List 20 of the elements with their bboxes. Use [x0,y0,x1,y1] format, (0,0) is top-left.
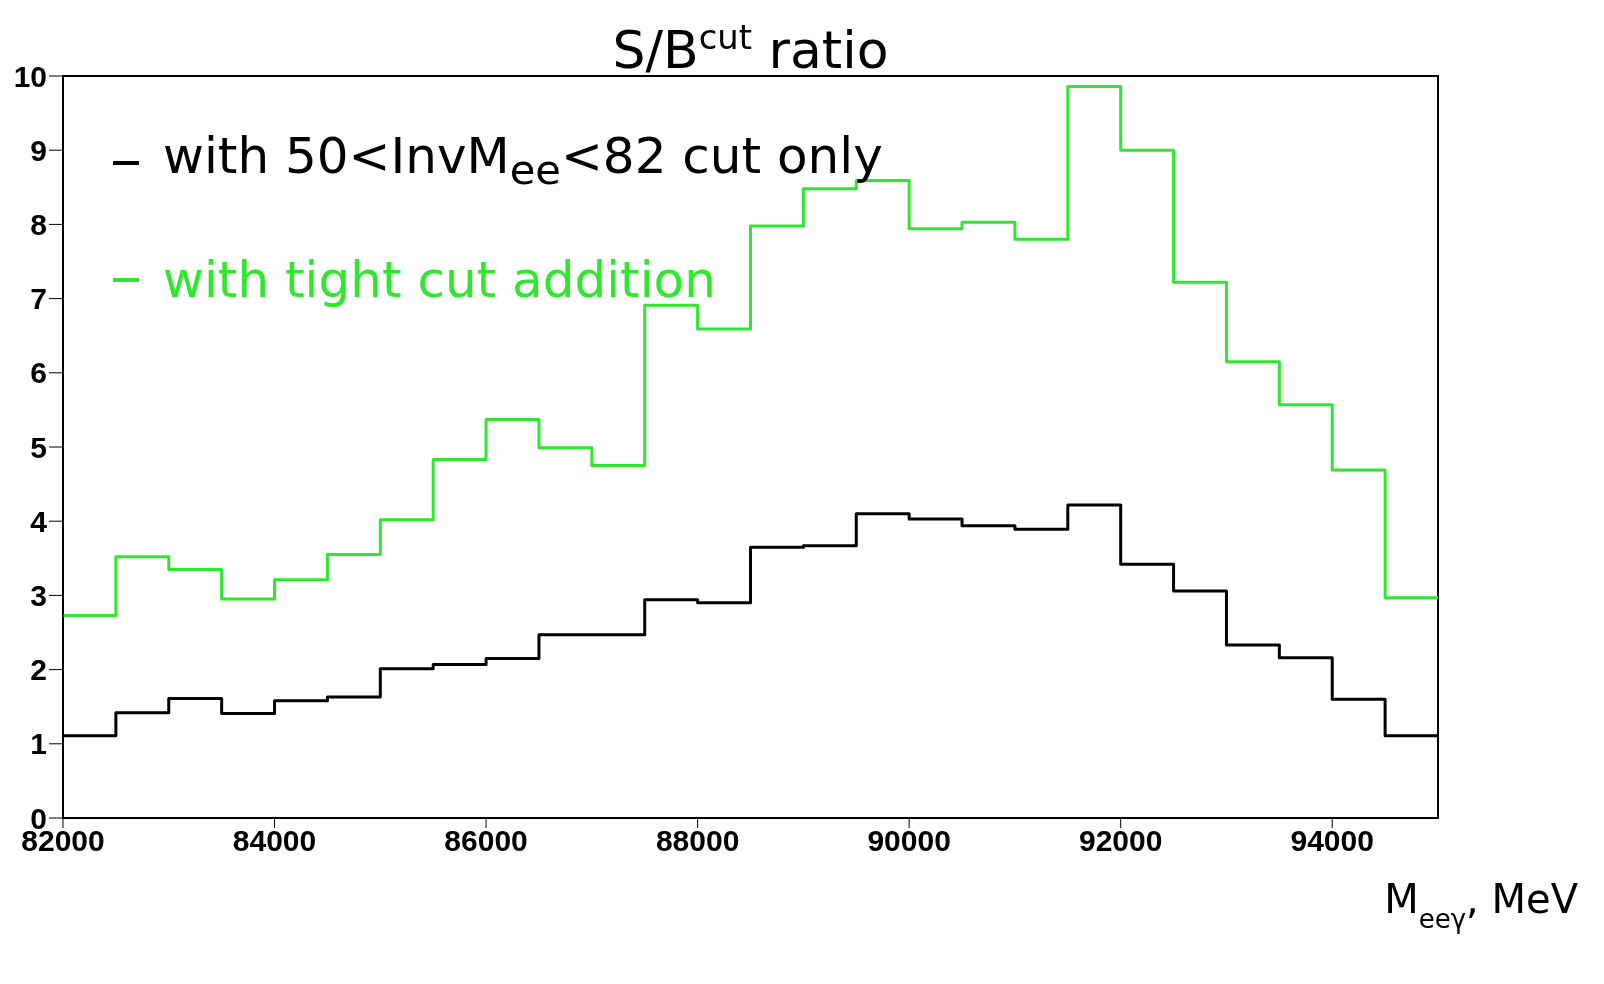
y-tick-label: 4 [30,504,48,538]
y-tick-label: 7 [30,282,47,316]
x-axis-title: M$_{eeγ}$, MeV [1384,876,1579,934]
y-tick-label: 5 [30,430,47,464]
y-tick-label: 9 [30,133,47,167]
chart-title: S/B$^{cut}$ ratio [612,17,889,80]
y-tick-label: 10 [13,59,47,93]
x-tick-label: 86000 [444,824,528,858]
y-tick-label: 8 [30,208,47,242]
y-tick-label: 6 [30,356,47,390]
legend-label: with 50<InvM$_{ee}$<82 cut only [163,126,883,196]
x-tick-label: 92000 [1078,824,1163,858]
x-tick-label: 94000 [1290,824,1374,858]
y-tick-label: 2 [30,653,47,687]
y-tick-label: 1 [30,727,47,761]
x-tick-label: 88000 [655,824,740,858]
x-tick-label: 90000 [867,824,951,858]
legend-label: with tight cut addition [163,250,716,311]
y-tick-label: 3 [30,579,47,613]
x-tick-label: 84000 [232,824,317,858]
